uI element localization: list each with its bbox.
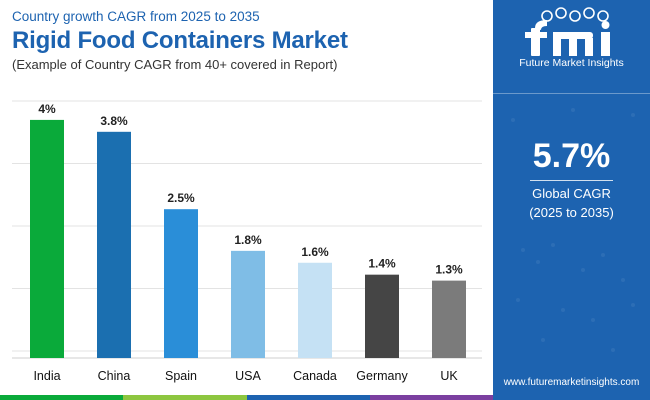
sidebar-panel: Future Market Insights 5.7% Global CAGR … (493, 0, 650, 400)
bar-india (30, 119, 64, 359)
data-label-canada: 1.6% (301, 245, 329, 259)
global-cagr-period: (2025 to 2035) (529, 205, 614, 220)
tick-label-india: India (33, 369, 60, 383)
chart-subtitle: Country growth CAGR from 2025 to 2035 (12, 9, 260, 24)
chart-note: (Example of Country CAGR from 40+ covere… (12, 57, 338, 72)
bar-chart: 4% 3.8% 2.5% 1.8% 1.6% 1.4% 1.3% India China Spa… (12, 100, 482, 383)
sidebar-divider (493, 93, 650, 94)
bar-canada (298, 262, 332, 358)
strip-segment (246, 395, 370, 400)
strip-segment (369, 395, 493, 400)
bottom-color-strip (0, 395, 493, 400)
map-pattern-decoration (511, 108, 635, 352)
bar-usa (231, 250, 265, 358)
strip-segment (0, 395, 124, 400)
bar-uk (432, 280, 466, 358)
tick-label-usa: USA (235, 369, 261, 383)
tick-label-spain: Spain (165, 369, 197, 383)
tick-label-uk: UK (440, 369, 458, 383)
data-label-spain: 2.5% (167, 191, 195, 205)
bar-china (97, 131, 131, 358)
logo-text: Future Market Insights (519, 57, 624, 69)
strip-segment (123, 395, 247, 400)
global-cagr-label: Global CAGR (532, 186, 611, 201)
chart-title: Rigid Food Containers Market (12, 27, 348, 54)
global-cagr-value: 5.7% (532, 137, 611, 175)
bar-germany (365, 274, 399, 358)
tick-label-germany: Germany (356, 369, 408, 383)
data-label-germany: 1.4% (368, 257, 396, 271)
data-label-china: 3.8% (100, 114, 128, 128)
data-label-india: 4% (38, 102, 56, 116)
data-label-uk: 1.3% (435, 263, 463, 277)
data-label-usa: 1.8% (234, 233, 262, 247)
cagr-underline (530, 180, 613, 181)
tick-label-china: China (98, 369, 131, 383)
tick-label-canada: Canada (293, 369, 337, 383)
bar-spain (164, 209, 198, 358)
website-url: www.futuremarketinsights.com (503, 377, 640, 388)
fmi-logo (525, 7, 610, 56)
